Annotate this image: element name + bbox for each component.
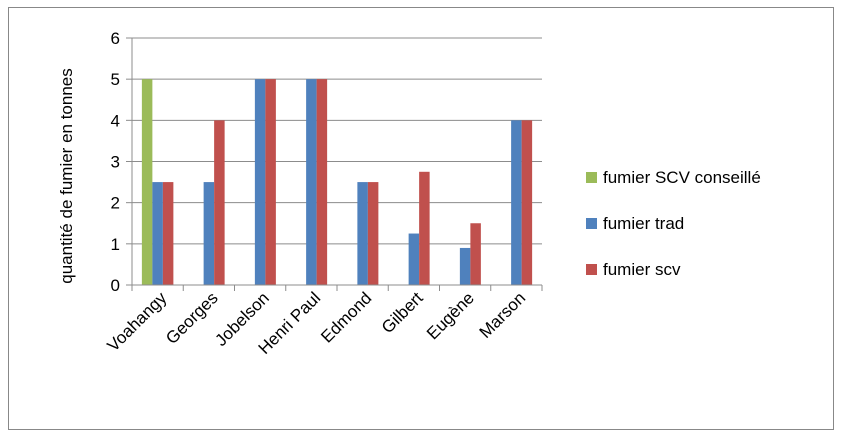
x-tick-label: Marson [476,288,530,342]
bar-fumier-trad-Marson [511,120,522,285]
y-tick-label: 4 [111,111,120,130]
bar-fumier-scv-Gilbert [419,171,430,285]
bar-fumier-scv-Edmond [367,182,379,285]
y-axis-title: quantité de fumier en tonnes [57,68,76,283]
bar-fumier-SCV-conseillé-Voahangy [141,79,153,286]
legend-swatch [586,218,597,229]
y-tick-label: 5 [111,70,120,89]
bar-fumier-trad-Jobelson [254,79,266,286]
bar-fumier-trad-Gilbert [408,233,420,285]
legend-label: fumier scv [603,260,681,279]
y-tick-label: 3 [111,153,120,172]
axes [131,38,543,291]
legend-label: fumier SCV conseillé [603,168,761,187]
bar-fumier-scv-Eugène [470,223,481,285]
bars [141,79,533,286]
bar-fumier-trad-Voahangy [152,182,163,285]
bar-fumier-scv-Marson [521,120,533,285]
y-tick-label: 1 [111,235,120,254]
y-tick-label: 6 [111,29,120,48]
bar-fumier-scv-Voahangy [162,182,174,285]
x-tick-label: Voahangy [104,288,171,355]
bar-fumier-trad-Georges [203,182,215,285]
x-tick-label: Gilbert [378,288,427,337]
legend: fumier SCV conseillé fumier trad fumier sc… [586,168,761,279]
bar-fumier-trad-Eugène [459,247,471,285]
y-tick-label: 0 [111,276,120,295]
bar-fumier-scv-Jobelson [265,79,276,286]
y-tick-label: 2 [111,194,120,213]
legend-swatch [586,172,597,183]
bar-fumier-scv-Henri-Paul [316,79,328,286]
y-tick-labels: 0 1 2 3 4 5 6 [111,29,120,295]
bar-fumier-trad-Henri-Paul [306,79,317,286]
bar-fumier-trad-Edmond [357,182,368,285]
legend-label: fumier trad [603,214,684,233]
legend-swatch [586,264,597,275]
bar-fumier-scv-Georges [214,120,225,285]
x-tick-label: Edmond [317,288,375,346]
x-tick-label: Eugène [423,288,478,343]
